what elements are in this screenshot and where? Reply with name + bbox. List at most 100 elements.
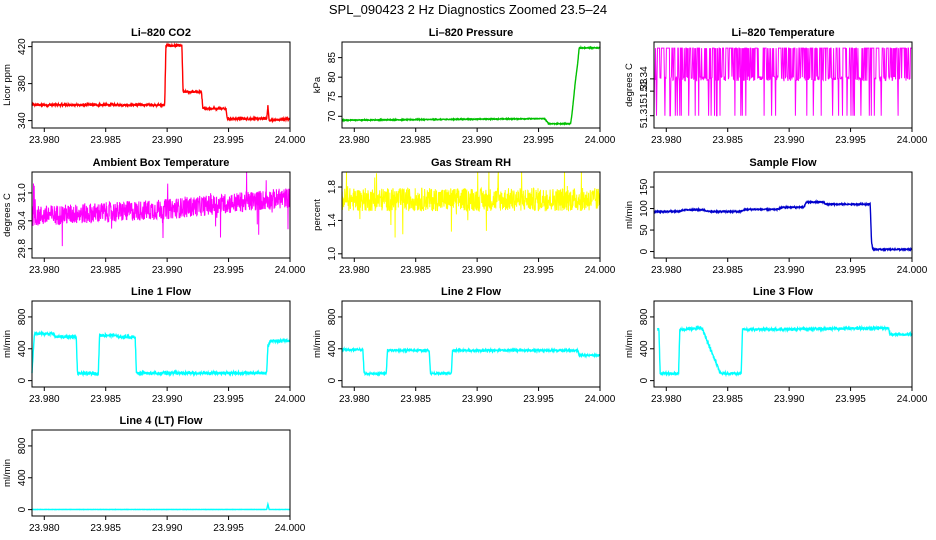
series-line bbox=[341, 44, 601, 126]
y-tick-label: 0 bbox=[17, 377, 28, 383]
chart-panel-5: Gas Stream RH percent 23.980 23.985 23.990 23… bbox=[312, 157, 616, 276]
y-tick-label: 70 bbox=[327, 110, 338, 122]
x-tick-label: 23.980 bbox=[339, 394, 370, 405]
x-tick-label: 23.990 bbox=[774, 135, 805, 146]
x-tick-label: 23.980 bbox=[29, 523, 60, 534]
x-tick-label: 23.995 bbox=[523, 394, 554, 405]
x-tick-label: 23.980 bbox=[29, 135, 60, 146]
chart-panel-9: Line 3 Flow ml/min 23.980 23.985 23.990 23.99… bbox=[624, 286, 928, 405]
chart-panel-4: Ambient Box Temperature degrees C 23.980 23… bbox=[2, 157, 306, 276]
y-tick-label: 30.4 bbox=[17, 211, 28, 231]
y-tick-label: 400 bbox=[17, 469, 28, 486]
x-tick-label: 23.995 bbox=[213, 265, 244, 276]
y-tick-label: 0 bbox=[17, 506, 28, 512]
plot-frame bbox=[653, 171, 913, 259]
x-tick-label: 23.990 bbox=[774, 394, 805, 405]
plot-frame bbox=[341, 171, 601, 259]
y-tick-label: 31.0 bbox=[17, 183, 28, 203]
chart-panel-7: Line 1 Flow ml/min 23.980 23.985 23.990 23.99… bbox=[2, 286, 306, 405]
series-line bbox=[341, 171, 601, 238]
y-tick-label: 1.4 bbox=[327, 213, 338, 227]
panel-title: Gas Stream RH bbox=[431, 157, 511, 169]
x-tick-label: 23.985 bbox=[90, 135, 121, 146]
x-tick-label: 23.985 bbox=[712, 394, 743, 405]
plot-frame bbox=[31, 171, 291, 259]
x-tick-label: 24.000 bbox=[897, 135, 928, 146]
y-tick-label: 100 bbox=[639, 200, 650, 217]
y-tick-label: 0 bbox=[327, 377, 338, 383]
x-tick-label: 23.985 bbox=[400, 265, 431, 276]
plot-frame bbox=[31, 429, 291, 517]
y-tick-label: 51.33 bbox=[639, 78, 650, 103]
series-line bbox=[31, 42, 291, 124]
x-tick-label: 23.985 bbox=[90, 265, 121, 276]
series-line bbox=[653, 198, 913, 253]
x-tick-label: 23.995 bbox=[213, 135, 244, 146]
series-line bbox=[653, 47, 912, 117]
x-tick-label: 23.985 bbox=[90, 394, 121, 405]
y-tick-label: 1.0 bbox=[327, 246, 338, 260]
y-axis-label: degrees C bbox=[2, 193, 13, 237]
y-tick-label: 400 bbox=[17, 340, 28, 357]
series-line bbox=[31, 171, 291, 247]
y-axis-label: ml/min bbox=[624, 201, 635, 229]
panel-title: Sample Flow bbox=[749, 157, 817, 169]
x-tick-label: 23.980 bbox=[651, 394, 682, 405]
plot-frame bbox=[341, 300, 601, 388]
x-tick-label: 23.985 bbox=[712, 265, 743, 276]
x-tick-label: 23.980 bbox=[29, 265, 60, 276]
y-tick-label: 800 bbox=[327, 308, 338, 325]
y-tick-label: 340 bbox=[17, 112, 28, 129]
y-tick-label: 0 bbox=[639, 248, 650, 254]
x-tick-label: 23.980 bbox=[339, 135, 370, 146]
chart-panel-10: Line 4 (LT) Flow ml/min 23.980 23.985 23.990… bbox=[2, 415, 306, 534]
y-tick-label: 800 bbox=[17, 437, 28, 454]
panel-title: Li–820 Temperature bbox=[731, 27, 834, 39]
x-tick-label: 24.000 bbox=[275, 135, 306, 146]
plot-frame bbox=[31, 41, 291, 129]
x-tick-label: 23.995 bbox=[213, 523, 244, 534]
plot-frame bbox=[341, 41, 601, 129]
y-tick-label: 85 bbox=[327, 52, 338, 64]
series-line bbox=[341, 346, 601, 377]
chart-panel-1: Li–820 CO2 Licor ppm 23.980 23.985 23.990 23.… bbox=[2, 27, 306, 146]
panel-title: Li–820 CO2 bbox=[131, 27, 191, 39]
x-tick-label: 23.980 bbox=[651, 265, 682, 276]
x-tick-label: 23.985 bbox=[400, 135, 431, 146]
x-tick-label: 24.000 bbox=[585, 394, 616, 405]
figure-title: SPL_090423 2 Hz Diagnostics Zoomed 23.5–… bbox=[328, 2, 608, 17]
panel-title: Li–820 Pressure bbox=[429, 27, 513, 39]
y-tick-label: 380 bbox=[17, 75, 28, 92]
x-tick-label: 23.990 bbox=[152, 394, 183, 405]
x-tick-label: 23.990 bbox=[462, 265, 493, 276]
y-tick-label: 0 bbox=[639, 377, 650, 383]
y-tick-label: 50 bbox=[639, 224, 650, 236]
y-tick-label: 800 bbox=[639, 308, 650, 325]
chart-panel-6: Sample Flow ml/min 23.980 23.985 23.990 23.99… bbox=[624, 157, 928, 276]
x-tick-label: 23.985 bbox=[712, 135, 743, 146]
panel-title: Line 1 Flow bbox=[131, 286, 191, 298]
y-tick-label: 150 bbox=[639, 178, 650, 195]
x-tick-label: 24.000 bbox=[585, 265, 616, 276]
y-tick-label: 29.8 bbox=[17, 239, 28, 259]
x-tick-label: 23.990 bbox=[774, 265, 805, 276]
series-line bbox=[31, 329, 291, 378]
panel-title: Line 3 Flow bbox=[753, 286, 813, 298]
x-tick-label: 23.995 bbox=[835, 265, 866, 276]
x-tick-label: 23.995 bbox=[835, 394, 866, 405]
x-tick-label: 23.995 bbox=[835, 135, 866, 146]
y-tick-label: 420 bbox=[17, 38, 28, 55]
series-line bbox=[657, 324, 913, 378]
chart-panel-3: Li–820 Temperature degrees C 23.980 23.985 2… bbox=[624, 27, 928, 146]
x-tick-label: 23.995 bbox=[523, 265, 554, 276]
y-axis-label: kPa bbox=[312, 76, 323, 93]
panel-title: Line 4 (LT) Flow bbox=[120, 415, 203, 427]
series-line bbox=[31, 501, 291, 511]
x-tick-label: 24.000 bbox=[275, 523, 306, 534]
panel-title: Line 2 Flow bbox=[441, 286, 501, 298]
chart-panel-2: Li–820 Pressure kPa 23.980 23.985 23.990 23.9… bbox=[312, 27, 616, 146]
y-tick-label: 80 bbox=[327, 71, 338, 83]
x-tick-label: 23.990 bbox=[462, 394, 493, 405]
x-tick-label: 24.000 bbox=[275, 394, 306, 405]
y-axis-label: degrees C bbox=[624, 63, 635, 107]
